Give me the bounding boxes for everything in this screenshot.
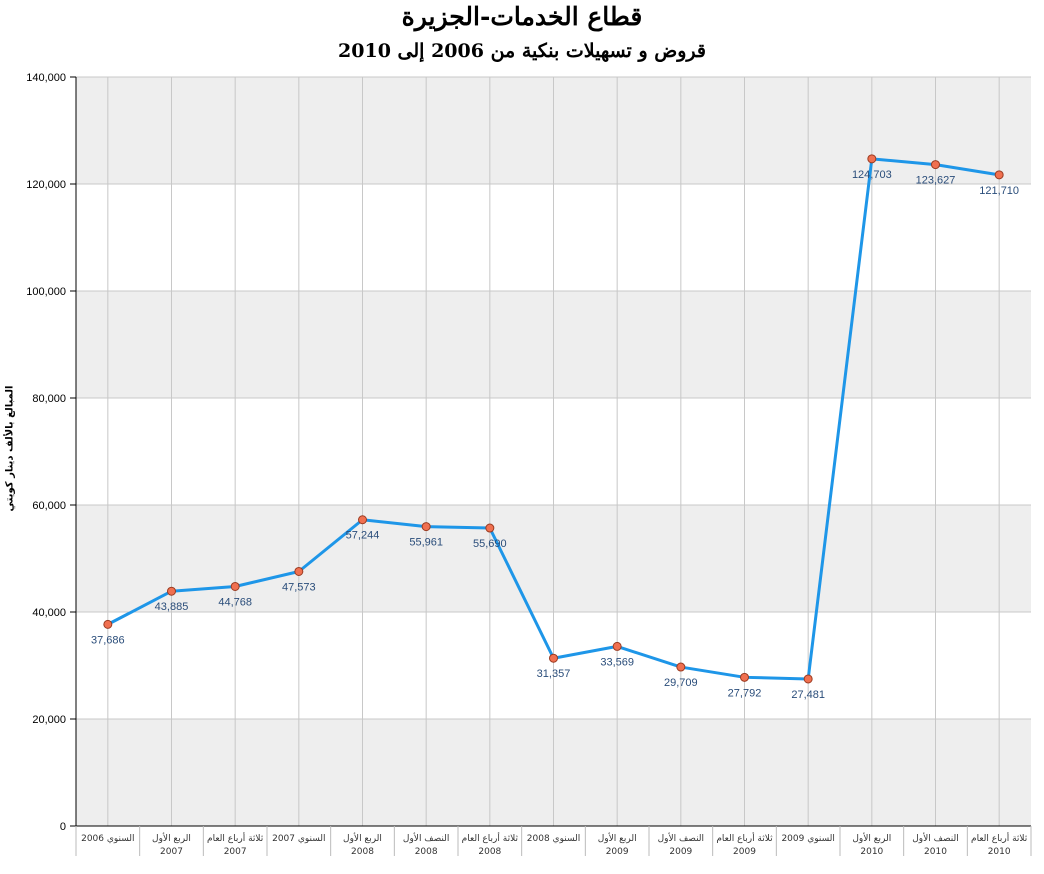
x-tick-label: النصف الأول: [658, 832, 704, 844]
x-tick-label-year: 2007: [160, 847, 183, 857]
data-point: [612, 641, 622, 651]
x-tick-label: ثلاثة أرباع العام: [207, 832, 264, 844]
data-label: 31,357: [537, 668, 571, 680]
x-tick-label-year: 2007: [224, 847, 247, 857]
x-tick-label-year: 2010: [988, 847, 1011, 857]
data-point: [549, 653, 558, 663]
x-tick-label: السنوي 2008: [527, 834, 580, 844]
data-label: 43,885: [155, 601, 189, 613]
x-tick-label-year: 2009: [669, 847, 692, 857]
x-axis-ticks: السنوي 2006 الربع الأول 2007 ثلاثة أرباع ال…: [75, 826, 1032, 857]
axes: [75, 77, 1031, 827]
y-tick-label: 140,000: [26, 72, 66, 84]
y-tick-label: 80,000: [32, 393, 66, 405]
data-point: [167, 586, 176, 596]
data-label: 33,569: [600, 656, 634, 668]
data-label: 44,768: [218, 596, 252, 608]
x-tick-label-year: 2008: [478, 847, 501, 857]
x-tick-label: الربع الأول: [343, 832, 382, 844]
y-tick-label: 40,000: [32, 607, 66, 619]
x-tick-label-year: 2008: [351, 847, 374, 857]
data-point: [867, 154, 877, 164]
data-point: [421, 522, 431, 532]
data-point: [230, 581, 240, 591]
chart-subtitle: قروض و تسهيلات بنكية من 2006 إلى 2010: [338, 40, 706, 62]
data-point: [676, 662, 686, 672]
data-label: 57,244: [346, 530, 380, 542]
data-labels: 37,686 43,885 44,768 47,573 57,244 55,961 55,6…: [91, 169, 1019, 701]
data-point: [485, 523, 495, 533]
data-label: 27,481: [791, 689, 825, 701]
data-point: [103, 619, 113, 629]
data-label: 29,709: [664, 677, 698, 689]
y-tick-label: 60,000: [32, 500, 66, 512]
y-tick-label: 100,000: [26, 286, 66, 298]
y-tick-label: 20,000: [32, 714, 66, 726]
x-tick-label: السنوي 2006: [81, 834, 134, 844]
data-point: [740, 672, 749, 682]
x-tick-label: السنوي 2009: [781, 834, 834, 844]
x-tick-label-year: 2009: [733, 847, 756, 857]
x-tick-label: الربع الأول: [152, 832, 191, 844]
x-tick-label: الربع الأول: [598, 832, 637, 844]
y-tick-label: 0: [60, 821, 66, 833]
x-tick-label: ثلاثة أرباع العام: [462, 832, 519, 844]
x-tick-label: السنوي 2007: [272, 834, 325, 844]
data-label: 37,686: [91, 634, 125, 646]
data-point: [931, 160, 940, 170]
data-label: 55,961: [409, 537, 443, 549]
x-tick-label: ثلاثة أرباع العام: [716, 832, 773, 844]
x-tick-label-year: 2010: [860, 847, 883, 857]
data-label: 55,690: [473, 538, 507, 550]
data-label: 47,573: [282, 581, 316, 593]
data-label: 123,627: [916, 175, 956, 187]
data-label: 27,792: [728, 687, 762, 699]
y-axis-ticks: 0 20,000 40,000 60,000 80,000 100,000 120,000 1…: [26, 72, 76, 833]
chart-title: قطاع الخدمات-الجزيرة: [401, 2, 643, 31]
data-point: [803, 674, 813, 684]
data-point: [294, 566, 304, 576]
x-tick-label: الربع الأول: [852, 832, 891, 844]
data-point: [994, 170, 1004, 180]
x-tick-label-year: 2010: [924, 847, 947, 857]
data-series: [103, 154, 1004, 684]
y-tick-label: 120,000: [26, 179, 66, 191]
x-tick-label: النصف الأول: [403, 832, 449, 844]
data-point: [358, 515, 367, 525]
x-tick-label-year: 2008: [415, 847, 438, 857]
x-tick-label: ثلاثة أرباع العام: [971, 832, 1028, 844]
data-label: 124,703: [852, 169, 892, 181]
x-tick-label: النصف الأول: [912, 832, 958, 844]
x-tick-label-year: 2009: [606, 847, 629, 857]
data-label: 121,710: [979, 185, 1019, 197]
